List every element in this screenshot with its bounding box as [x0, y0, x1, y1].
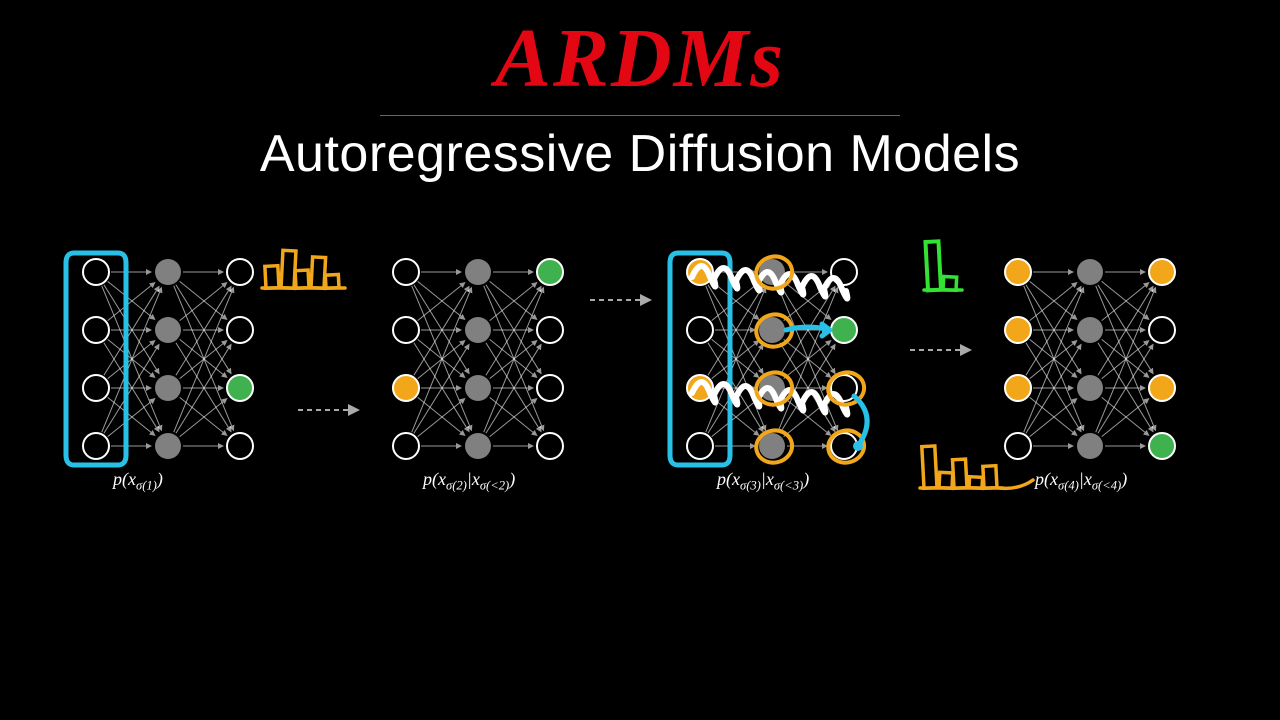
panel-caption-2: p(xσ(2)|xσ(<2))	[423, 469, 515, 494]
subtitle-text: Autoregressive Diffusion Models	[260, 125, 1020, 183]
title-text: ARDMs	[495, 12, 785, 105]
main-title: ARDMs	[0, 10, 1280, 107]
histogram-annotation-2	[922, 232, 1012, 302]
histogram-annotation-1	[260, 230, 350, 300]
histogram-annotation-3	[918, 430, 1008, 500]
panel-caption-4: p(xσ(4)|xσ(<4))	[1035, 469, 1127, 494]
title-divider	[380, 115, 900, 116]
panel-caption-1: p(xσ(1))	[113, 469, 163, 494]
subtitle: Autoregressive Diffusion Models	[0, 124, 1280, 184]
title-block: ARDMs Autoregressive Diffusion Models	[0, 0, 1280, 184]
network-panel-4: p(xσ(4)|xσ(<4))	[990, 250, 1240, 520]
panel-caption-3: p(xσ(3)|xσ(<3))	[717, 469, 809, 494]
diagram-area: p(xσ(1)) p(xσ(2)|xσ(<2)) p(xσ(3)|xσ(<3)) p(…	[0, 250, 1280, 680]
network-panel-2: p(xσ(2)|xσ(<2))	[378, 250, 628, 520]
network-panel-3: p(xσ(3)|xσ(<3))	[672, 250, 922, 520]
